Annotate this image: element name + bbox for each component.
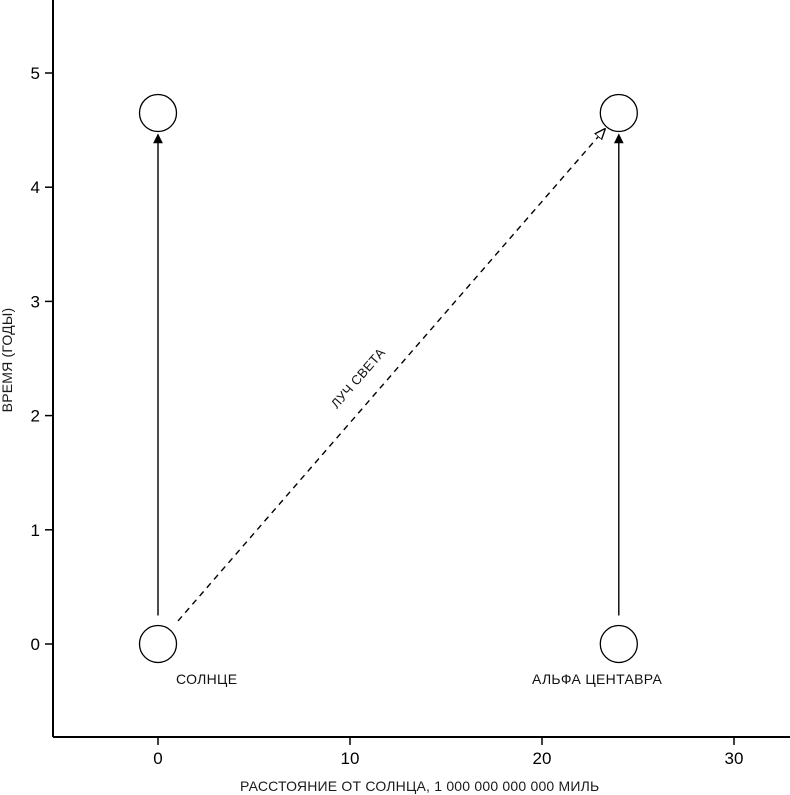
sun-label: СОЛНЦЕ <box>176 671 237 687</box>
y-tick-label: 4 <box>31 178 40 197</box>
y-tick-label: 0 <box>31 635 40 654</box>
x-tick-label: 20 <box>533 749 552 768</box>
y-tick-label: 1 <box>31 521 40 540</box>
alpha-centauri-label: АЛЬФА ЦЕНТАВРА <box>532 671 662 687</box>
light-ray-arrow <box>177 129 605 622</box>
x-axis-title: РАССТОЯНИЕ ОТ СОЛНЦА, 1 000 000 000 000 … <box>240 778 599 794</box>
y-axis-title: ВРЕМЯ (ГОДЫ) <box>0 308 15 413</box>
sun-start-circle <box>138 624 178 664</box>
y-tick-label: 5 <box>31 64 40 83</box>
x-axis-ticks: 0 10 20 30 <box>153 737 743 768</box>
y-tick-label: 2 <box>31 407 40 426</box>
alpha-centauri-start-circle <box>599 624 638 664</box>
alpha-centauri-end-circle <box>599 93 638 133</box>
sun-end-circle <box>138 93 178 133</box>
x-tick-label: 10 <box>341 749 360 768</box>
y-axis-ticks: 0 1 2 3 4 5 <box>31 64 53 654</box>
x-tick-label: 30 <box>725 749 744 768</box>
light-ray-label: ЛУЧ СВЕТА <box>328 345 388 411</box>
y-tick-label: 3 <box>31 292 40 311</box>
x-tick-label: 0 <box>153 749 162 768</box>
